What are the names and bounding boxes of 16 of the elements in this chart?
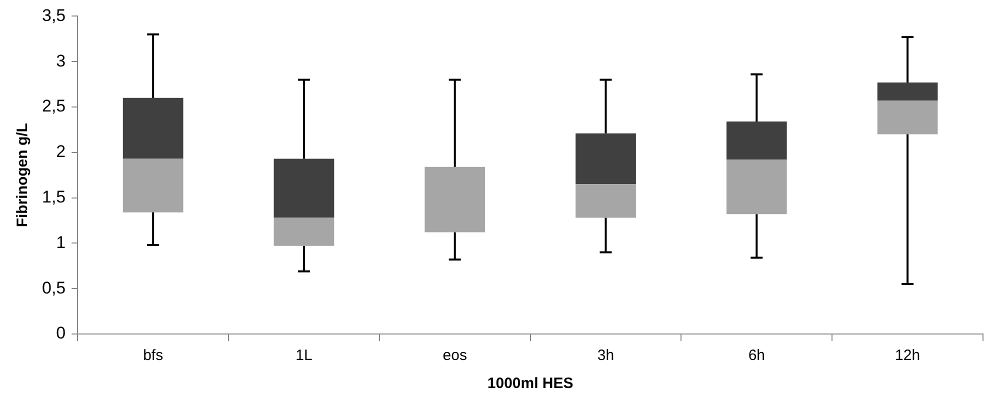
y-tick-label: 1,5 bbox=[42, 187, 66, 206]
x-tick-label: 12h bbox=[895, 347, 920, 364]
x-tick-label: bfs bbox=[143, 347, 164, 364]
y-tick-label: 1 bbox=[56, 232, 66, 252]
y-tick-label: 2,5 bbox=[42, 96, 66, 116]
y-tick-label: 0,5 bbox=[42, 278, 66, 298]
y-tick-label: 3,5 bbox=[42, 6, 66, 25]
y-tick-label: 0 bbox=[56, 324, 66, 343]
x-tick-label: 6h bbox=[748, 347, 765, 364]
y-axis-title: Fibrinogen g/L bbox=[14, 123, 32, 228]
x-axis-title: 1000ml HES bbox=[487, 375, 574, 392]
y-tick-label: 3 bbox=[56, 51, 66, 70]
x-tick-label: 3h bbox=[597, 347, 614, 364]
y-tick-label: 2 bbox=[56, 142, 66, 162]
x-tick-label: 1L bbox=[296, 347, 312, 364]
x-tick-label: eos bbox=[442, 347, 467, 364]
